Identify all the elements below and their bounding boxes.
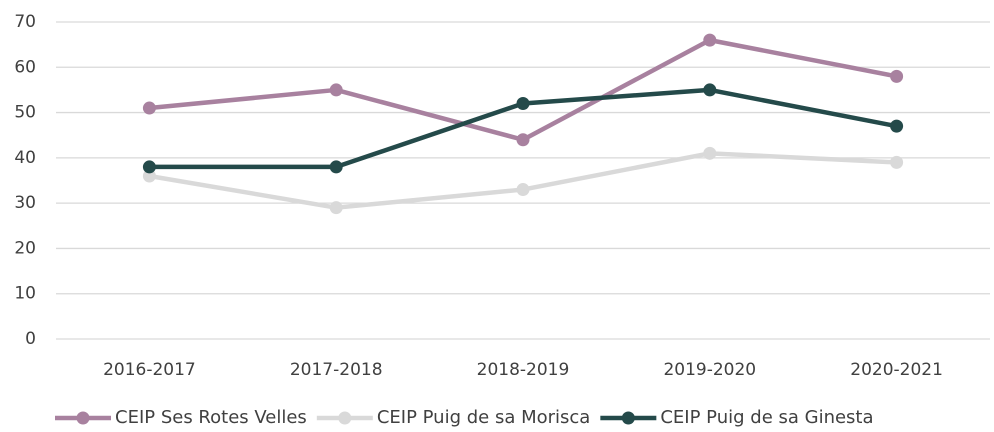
x-tick-label: 2017-2018 bbox=[290, 360, 383, 380]
series-line bbox=[149, 37, 898, 142]
data-point bbox=[142, 169, 156, 183]
data-point bbox=[703, 83, 717, 97]
y-tick-label: 70 bbox=[14, 12, 36, 32]
y-tick-label: 40 bbox=[14, 148, 36, 168]
data-point bbox=[142, 101, 156, 115]
x-tick-label: 2020-2021 bbox=[850, 360, 943, 380]
x-tick-label: 2019-2020 bbox=[663, 360, 756, 380]
legend-label: CEIP Puig de sa Morisca bbox=[377, 407, 591, 428]
legend-marker bbox=[621, 411, 635, 425]
data-point bbox=[516, 133, 530, 147]
series-line bbox=[149, 151, 897, 210]
data-point bbox=[516, 183, 530, 197]
x-tick-label: 2018-2019 bbox=[477, 360, 570, 380]
legend-marker bbox=[76, 411, 90, 425]
legend-marker bbox=[338, 411, 352, 425]
data-point bbox=[142, 160, 156, 174]
y-tick-label: 10 bbox=[14, 284, 36, 304]
y-tick-label: 20 bbox=[14, 238, 36, 258]
x-tick-label: 2016-2017 bbox=[103, 360, 196, 380]
data-point bbox=[329, 83, 343, 97]
y-tick-label: 30 bbox=[14, 193, 36, 213]
legend-label: CEIP Puig de sa Ginesta bbox=[660, 407, 873, 428]
data-point bbox=[890, 69, 904, 83]
data-point bbox=[329, 160, 343, 174]
data-point bbox=[329, 201, 343, 215]
y-tick-label: 0 bbox=[25, 329, 36, 349]
y-tick-label: 50 bbox=[14, 103, 36, 123]
legend-label: CEIP Ses Rotes Velles bbox=[115, 407, 307, 428]
data-point bbox=[703, 33, 717, 47]
y-tick-label: 60 bbox=[14, 57, 36, 77]
data-point bbox=[703, 146, 717, 160]
data-point bbox=[890, 155, 904, 169]
data-point bbox=[516, 97, 530, 111]
data-point bbox=[890, 119, 904, 133]
